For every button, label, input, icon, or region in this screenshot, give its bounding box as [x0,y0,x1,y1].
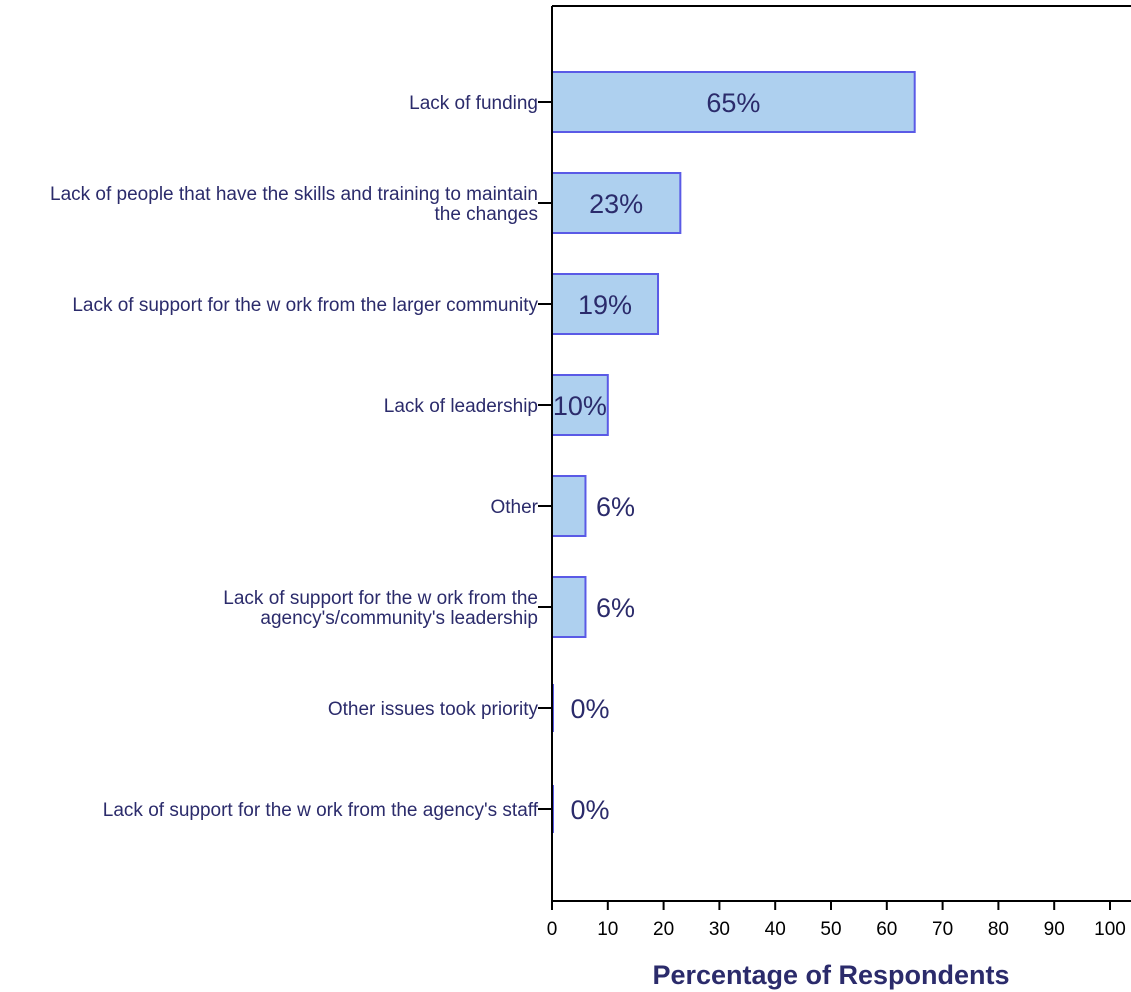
bar [551,374,609,436]
category-label-line: the changes [434,204,538,225]
x-tick-label: 0 [547,919,558,940]
bar [551,576,587,638]
x-tick-label: 90 [1044,919,1065,940]
value-label: 19% [578,290,632,320]
value-label: 10% [553,391,607,421]
category-label-line: Lack of support for the w ork from the l… [72,295,538,316]
bar [551,475,587,537]
category-label: Lack of leadership [384,396,538,417]
category-label: Lack of support for the w ork from the l… [72,295,538,316]
x-tick-label: 30 [709,919,730,940]
x-tick-label: 80 [988,919,1009,940]
value-label: 65% [706,88,760,118]
bar [551,71,916,133]
x-tick-label: 50 [820,919,841,940]
category-label-line: Lack of leadership [384,396,538,417]
category-label-line: Other [490,497,538,518]
category-label-line: Other issues took priority [328,699,539,720]
category-label-line: Lack of people that have the skills and … [50,184,538,205]
category-label: Lack of support for the w ork from the a… [103,800,539,821]
x-axis-title: Percentage of Respondents [652,960,1009,990]
category-label: Other [490,497,538,518]
labels-layer: Lack of funding 65% Lack of people that ha… [50,88,760,825]
axis-layer: 0 10 20 30 40 50 60 70 80 90 100 [538,5,1131,940]
value-label: 6% [596,593,635,623]
category-label: Other issues took priority [328,699,539,720]
category-label-line: Lack of support for the w ork from the a… [103,800,539,821]
category-label: Lack of funding [409,93,538,114]
bars-layer [551,71,916,833]
x-tick-label: 40 [765,919,786,940]
x-tick-label: 10 [597,919,618,940]
x-tick-label: 70 [932,919,953,940]
bar [551,172,682,234]
value-label: 23% [589,189,643,219]
category-label: Lack of support for the w ork from the ag… [223,588,538,629]
value-label: 0% [570,694,609,724]
value-label: 6% [596,492,635,522]
category-label: Lack of people that have the skills and … [50,184,538,225]
bar [551,273,660,335]
category-label-line: Lack of support for the w ork from the [223,588,538,609]
category-label-line: agency's/community's leadership [260,608,538,629]
x-tick-label: 60 [876,919,897,940]
category-label-line: Lack of funding [409,93,538,114]
value-label: 0% [570,795,609,825]
x-tick-label: 20 [653,919,674,940]
x-tick-label: 100 [1094,919,1126,940]
